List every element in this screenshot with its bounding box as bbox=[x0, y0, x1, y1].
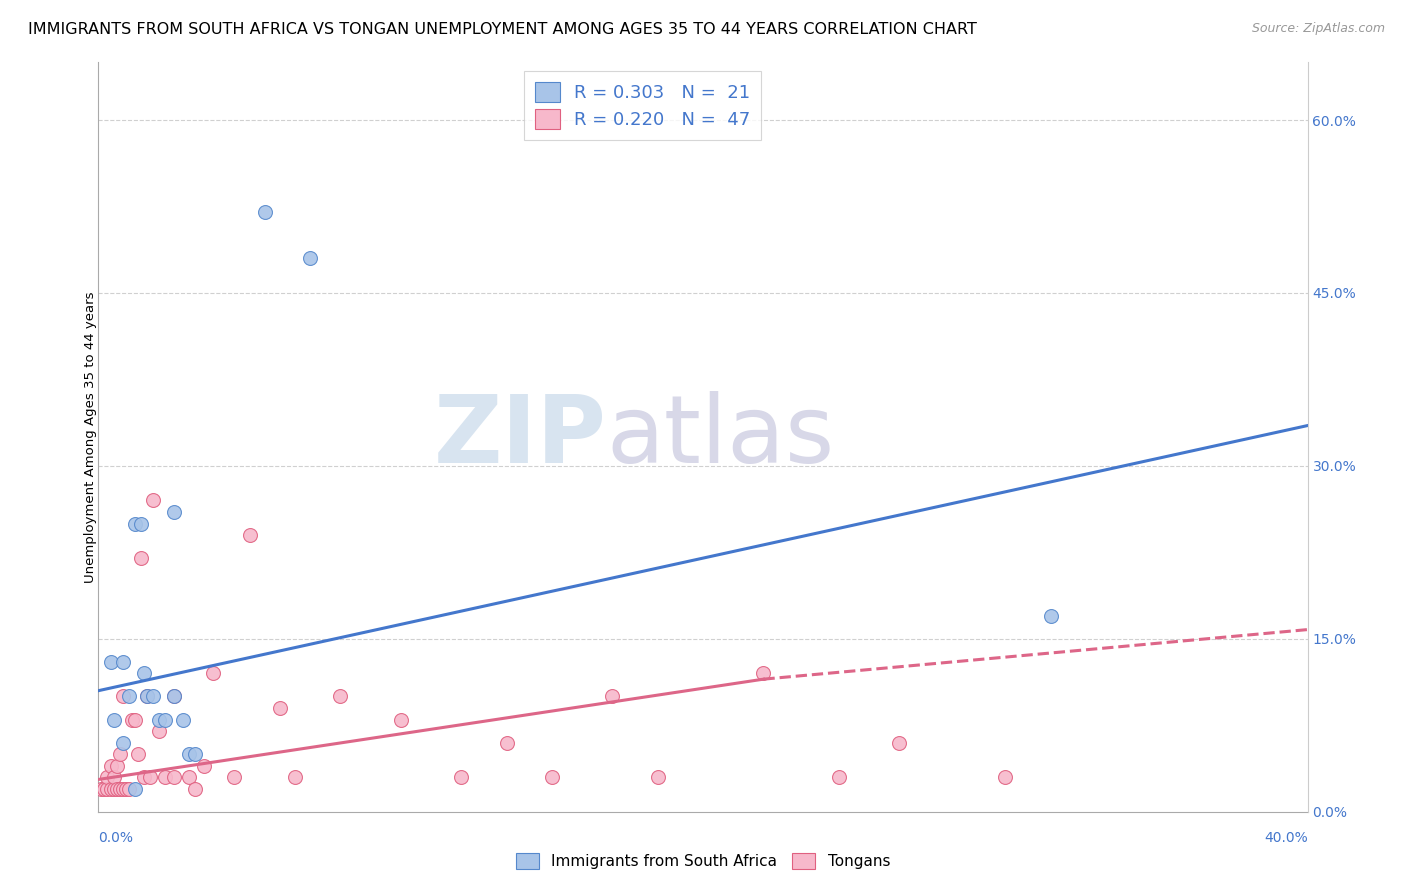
Point bbox=[495, 735, 517, 749]
Point bbox=[108, 747, 131, 761]
Point bbox=[148, 724, 170, 739]
Point bbox=[100, 655, 122, 669]
Point bbox=[602, 690, 624, 704]
Point bbox=[111, 735, 134, 749]
Point bbox=[111, 781, 134, 796]
Point bbox=[111, 655, 134, 669]
Point bbox=[100, 758, 122, 772]
Point bbox=[132, 666, 155, 681]
Point bbox=[124, 516, 146, 531]
Legend: Immigrants from South Africa, Tongans: Immigrants from South Africa, Tongans bbox=[510, 847, 896, 875]
Point bbox=[132, 770, 155, 784]
Text: atlas: atlas bbox=[606, 391, 835, 483]
Point bbox=[148, 713, 170, 727]
Point bbox=[129, 516, 152, 531]
Point bbox=[163, 770, 186, 784]
Point bbox=[103, 781, 125, 796]
Point bbox=[105, 758, 128, 772]
Point bbox=[752, 666, 775, 681]
Point bbox=[299, 252, 322, 266]
Point bbox=[889, 735, 911, 749]
Point bbox=[179, 770, 201, 784]
Point bbox=[389, 713, 412, 727]
Point bbox=[647, 770, 669, 784]
Point bbox=[111, 690, 134, 704]
Point bbox=[103, 713, 125, 727]
Point bbox=[93, 781, 115, 796]
Point bbox=[202, 666, 225, 681]
Point bbox=[253, 205, 276, 219]
Point bbox=[184, 747, 207, 761]
Point bbox=[1039, 608, 1062, 623]
Point bbox=[96, 770, 118, 784]
Point bbox=[163, 505, 186, 519]
Point bbox=[153, 770, 176, 784]
Point bbox=[828, 770, 851, 784]
Point bbox=[172, 713, 194, 727]
Point bbox=[163, 690, 186, 704]
Text: 40.0%: 40.0% bbox=[1264, 830, 1308, 845]
Point bbox=[540, 770, 562, 784]
Point bbox=[114, 781, 136, 796]
Point bbox=[450, 770, 472, 784]
Point bbox=[142, 690, 165, 704]
Point bbox=[224, 770, 246, 784]
Point bbox=[135, 690, 157, 704]
Point bbox=[118, 690, 141, 704]
Point bbox=[153, 713, 176, 727]
Point bbox=[100, 781, 122, 796]
Point bbox=[184, 781, 207, 796]
Point bbox=[124, 781, 146, 796]
Point bbox=[163, 690, 186, 704]
Point bbox=[103, 770, 125, 784]
Point bbox=[118, 781, 141, 796]
Point bbox=[129, 551, 152, 566]
Point bbox=[284, 770, 307, 784]
Text: 0.0%: 0.0% bbox=[98, 830, 134, 845]
Point bbox=[127, 747, 149, 761]
Point bbox=[90, 781, 112, 796]
Point bbox=[121, 713, 143, 727]
Point bbox=[142, 493, 165, 508]
Point bbox=[994, 770, 1017, 784]
Legend: R = 0.303   N =  21, R = 0.220   N =  47: R = 0.303 N = 21, R = 0.220 N = 47 bbox=[523, 71, 762, 140]
Point bbox=[139, 770, 162, 784]
Point bbox=[105, 781, 128, 796]
Point bbox=[239, 528, 262, 542]
Text: ZIP: ZIP bbox=[433, 391, 606, 483]
Text: Source: ZipAtlas.com: Source: ZipAtlas.com bbox=[1251, 22, 1385, 36]
Point bbox=[329, 690, 352, 704]
Point bbox=[124, 713, 146, 727]
Point bbox=[193, 758, 215, 772]
Point bbox=[96, 781, 118, 796]
Point bbox=[269, 701, 291, 715]
Y-axis label: Unemployment Among Ages 35 to 44 years: Unemployment Among Ages 35 to 44 years bbox=[83, 292, 97, 582]
Point bbox=[179, 747, 201, 761]
Point bbox=[135, 690, 157, 704]
Text: IMMIGRANTS FROM SOUTH AFRICA VS TONGAN UNEMPLOYMENT AMONG AGES 35 TO 44 YEARS CO: IMMIGRANTS FROM SOUTH AFRICA VS TONGAN U… bbox=[28, 22, 977, 37]
Point bbox=[108, 781, 131, 796]
